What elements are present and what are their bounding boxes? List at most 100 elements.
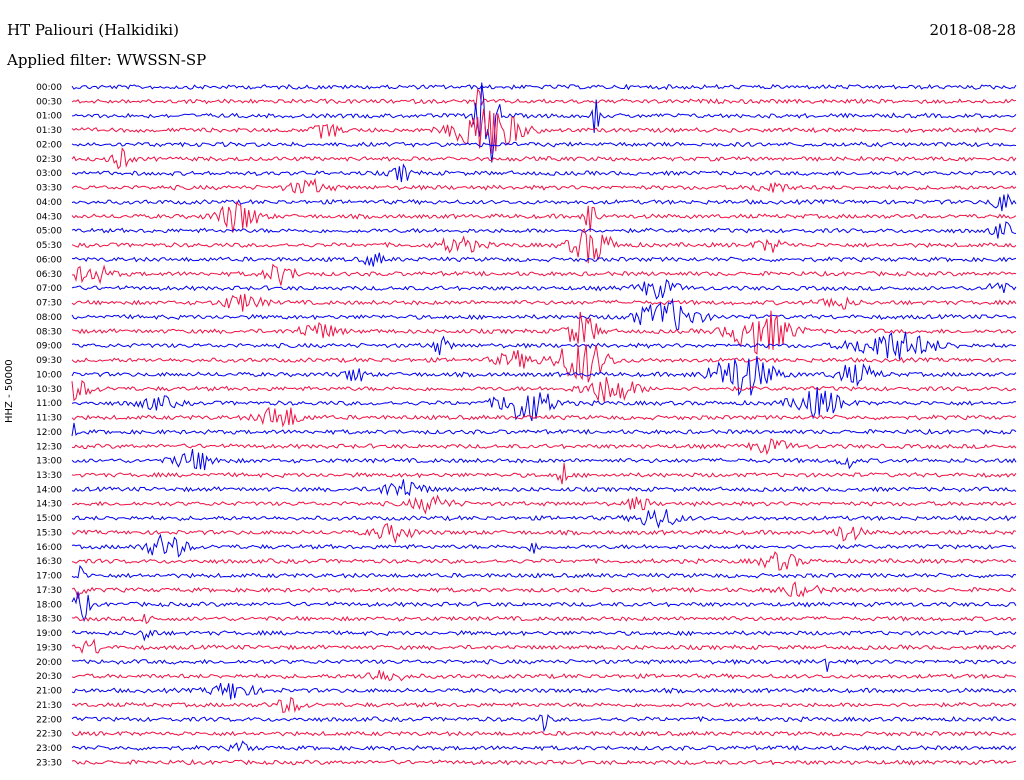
- row-label-1400: 14:00: [36, 485, 62, 495]
- row-label-0200: 02:00: [36, 140, 62, 150]
- trace-1900: [71, 629, 1017, 642]
- trace-1800: [71, 591, 1017, 622]
- row-label-0030: 00:30: [36, 97, 62, 107]
- trace-2100: [71, 682, 1017, 700]
- row-label-2030: 20:30: [36, 672, 62, 682]
- trace-2330: [71, 758, 1017, 766]
- trace-1930: [71, 638, 1017, 655]
- row-label-1500: 15:00: [36, 514, 62, 524]
- trace-0130: [71, 108, 1017, 154]
- row-label-2200: 22:00: [36, 715, 62, 725]
- row-label-1800: 18:00: [36, 600, 62, 610]
- trace-1530: [71, 523, 1017, 545]
- trace-1130: [71, 406, 1017, 428]
- row-label-1630: 16:30: [36, 557, 62, 567]
- trace-0330: [71, 177, 1017, 194]
- row-label-2130: 21:30: [36, 701, 62, 711]
- row-label-0500: 05:00: [36, 227, 62, 237]
- row-label-1430: 14:30: [36, 500, 62, 510]
- row-label-0830: 08:30: [36, 327, 62, 337]
- trace-group: [71, 82, 1017, 766]
- trace-1630: [71, 551, 1017, 571]
- trace-2130: [71, 696, 1017, 713]
- trace-0000: [71, 83, 1017, 91]
- trace-0030: [71, 87, 1017, 110]
- row-label-0930: 09:30: [36, 356, 62, 366]
- trace-0730: [71, 293, 1017, 312]
- row-label-2000: 20:00: [36, 658, 62, 668]
- trace-0530: [71, 228, 1017, 264]
- row-label-1900: 19:00: [36, 629, 62, 639]
- trace-2300: [71, 740, 1017, 752]
- row-label-0000: 00:00: [36, 83, 62, 93]
- trace-1430: [71, 494, 1017, 515]
- trace-1230: [71, 438, 1017, 456]
- trace-0830: [71, 310, 1017, 355]
- row-label-0430: 04:30: [36, 212, 62, 222]
- row-label-1000: 10:00: [36, 370, 62, 380]
- filter-subtitle: Applied filter: WWSSN-SP: [7, 51, 207, 69]
- trace-2030: [71, 669, 1017, 682]
- trace-0300: [71, 163, 1017, 183]
- trace-0230: [71, 147, 1017, 170]
- trace-0400: [71, 193, 1017, 212]
- row-label-0100: 01:00: [36, 112, 62, 122]
- row-label-1930: 19:30: [36, 643, 62, 653]
- row-label-1700: 17:00: [36, 572, 62, 582]
- row-label-0300: 03:00: [36, 169, 62, 179]
- row-label-0130: 01:30: [36, 126, 62, 136]
- row-label-1330: 13:30: [36, 471, 62, 481]
- station-title: HT Paliouri (Halkidiki): [7, 21, 179, 39]
- row-label-1100: 11:00: [36, 399, 62, 409]
- trace-2200: [71, 713, 1017, 733]
- trace-0930: [71, 344, 1017, 383]
- trace-0430: [71, 201, 1017, 233]
- row-label-2230: 22:30: [36, 730, 62, 740]
- trace-0630: [71, 263, 1017, 286]
- row-label-0630: 06:30: [36, 270, 62, 280]
- row-label-2330: 23:30: [36, 758, 62, 768]
- row-label-0700: 07:00: [36, 284, 62, 294]
- row-label-1200: 12:00: [36, 428, 62, 438]
- row-label-0530: 05:30: [36, 241, 62, 251]
- trace-1300: [71, 449, 1017, 471]
- row-label-1230: 12:30: [36, 442, 62, 452]
- trace-0600: [71, 252, 1017, 267]
- trace-1700: [71, 564, 1017, 579]
- row-label-group: 00:00 00:30 01:00 01:30 02:00 02:30 03:00 03:30…: [36, 83, 62, 768]
- trace-2000: [71, 658, 1017, 672]
- trace-0900: [71, 331, 1017, 360]
- trace-1500: [71, 509, 1017, 529]
- trace-1600: [71, 533, 1017, 558]
- row-label-1600: 16:00: [36, 543, 62, 553]
- row-label-0400: 04:00: [36, 198, 62, 208]
- trace-0700: [71, 278, 1017, 300]
- row-label-2100: 21:00: [36, 687, 62, 697]
- trace-1330: [71, 463, 1017, 485]
- trace-2230: [71, 730, 1017, 737]
- trace-0100: [71, 82, 1017, 163]
- trace-1030: [71, 376, 1017, 403]
- trace-1200: [71, 422, 1017, 437]
- row-label-0730: 07:30: [36, 299, 62, 309]
- row-label-1030: 10:30: [36, 385, 62, 395]
- row-label-0600: 06:00: [36, 255, 62, 265]
- row-label-1830: 18:30: [36, 615, 62, 625]
- trace-0500: [71, 221, 1017, 239]
- row-label-1300: 13:00: [36, 457, 62, 467]
- row-label-0330: 03:30: [36, 184, 62, 194]
- row-label-1530: 15:30: [36, 528, 62, 538]
- row-label-1730: 17:30: [36, 586, 62, 596]
- trace-1830: [71, 613, 1017, 625]
- date-label: 2018-08-28: [929, 21, 1016, 39]
- row-label-0230: 02:30: [36, 155, 62, 165]
- trace-1100: [71, 387, 1017, 422]
- row-label-2300: 23:00: [36, 744, 62, 754]
- trace-0200: [71, 141, 1017, 148]
- trace-1400: [71, 479, 1017, 497]
- trace-1000: [71, 356, 1017, 397]
- trace-0800: [71, 297, 1017, 331]
- row-label-0800: 08:00: [36, 313, 62, 323]
- row-label-1130: 11:30: [36, 414, 62, 424]
